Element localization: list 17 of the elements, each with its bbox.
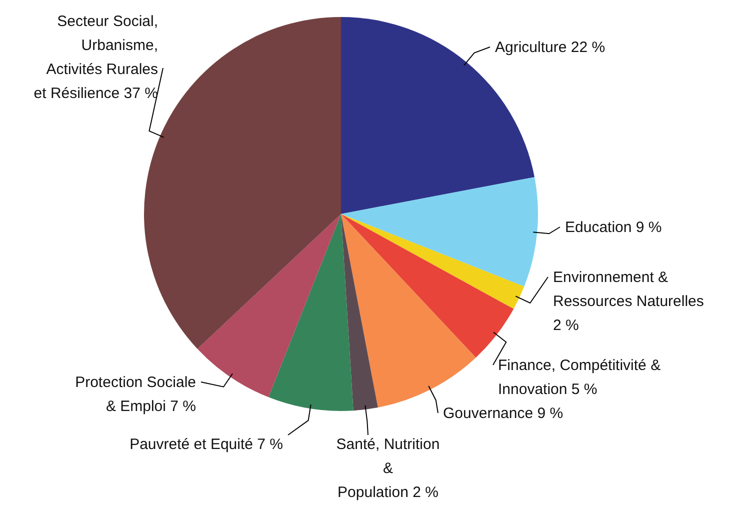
slice-label: Finance, Compétitivité & Innovation 5 %	[498, 357, 661, 398]
pie-slice	[341, 177, 538, 287]
slice-label: Santé, Nutrition & Population 2 %	[336, 436, 440, 501]
slice-label: Protection Sociale & Emploi 7 %	[75, 374, 196, 415]
slice-label: Gouvernance 9 %	[443, 405, 564, 422]
pie-slice	[197, 214, 341, 398]
slice-label: Pauvreté et Equité 7 %	[130, 436, 283, 453]
slice-label: Education 9 %	[565, 219, 662, 236]
pie-slice	[341, 214, 476, 408]
data-label: 2 %	[553, 317, 579, 334]
slice-label: Agriculture 22 %	[495, 39, 606, 56]
pie-slice	[341, 214, 378, 411]
pie-slice	[341, 214, 514, 358]
pie-slice	[268, 214, 354, 411]
pie-slice	[341, 214, 524, 309]
slice-label: Secteur Social, Urbanisme, Activités Rurales et Résilience 37 %	[34, 13, 158, 102]
slice-label: Environnement & Ressources Naturelles	[553, 269, 704, 310]
